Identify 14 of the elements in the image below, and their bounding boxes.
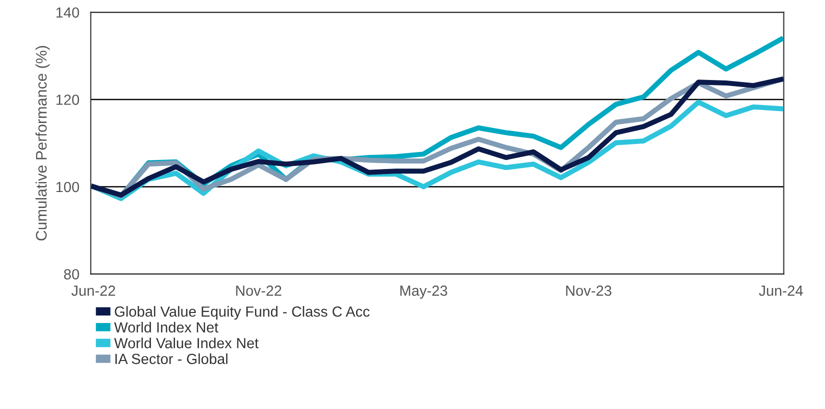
legend-label: IA Sector - Global bbox=[115, 353, 228, 364]
x-tick-label: Nov-23 bbox=[566, 286, 612, 296]
y-tick-label: 100 bbox=[56, 182, 80, 192]
x-tick-label: Jun-24 bbox=[758, 286, 803, 296]
y-axis-title: Cumulative Performance (%) bbox=[36, 46, 50, 240]
x-tick-label: May-23 bbox=[400, 286, 448, 299]
y-tick-label: 80 bbox=[64, 269, 80, 280]
legend-label: Global Value Equity Fund - Class C Acc bbox=[114, 306, 370, 320]
x-tick-label: Nov-22 bbox=[236, 286, 282, 296]
legend-label: World Index Net bbox=[114, 322, 218, 333]
x-tick-label: Jun-22 bbox=[71, 286, 116, 296]
legend-label: World Value Index Net bbox=[114, 338, 259, 348]
y-tick-label: 140 bbox=[56, 7, 80, 18]
y-tick-label: 120 bbox=[56, 94, 80, 105]
